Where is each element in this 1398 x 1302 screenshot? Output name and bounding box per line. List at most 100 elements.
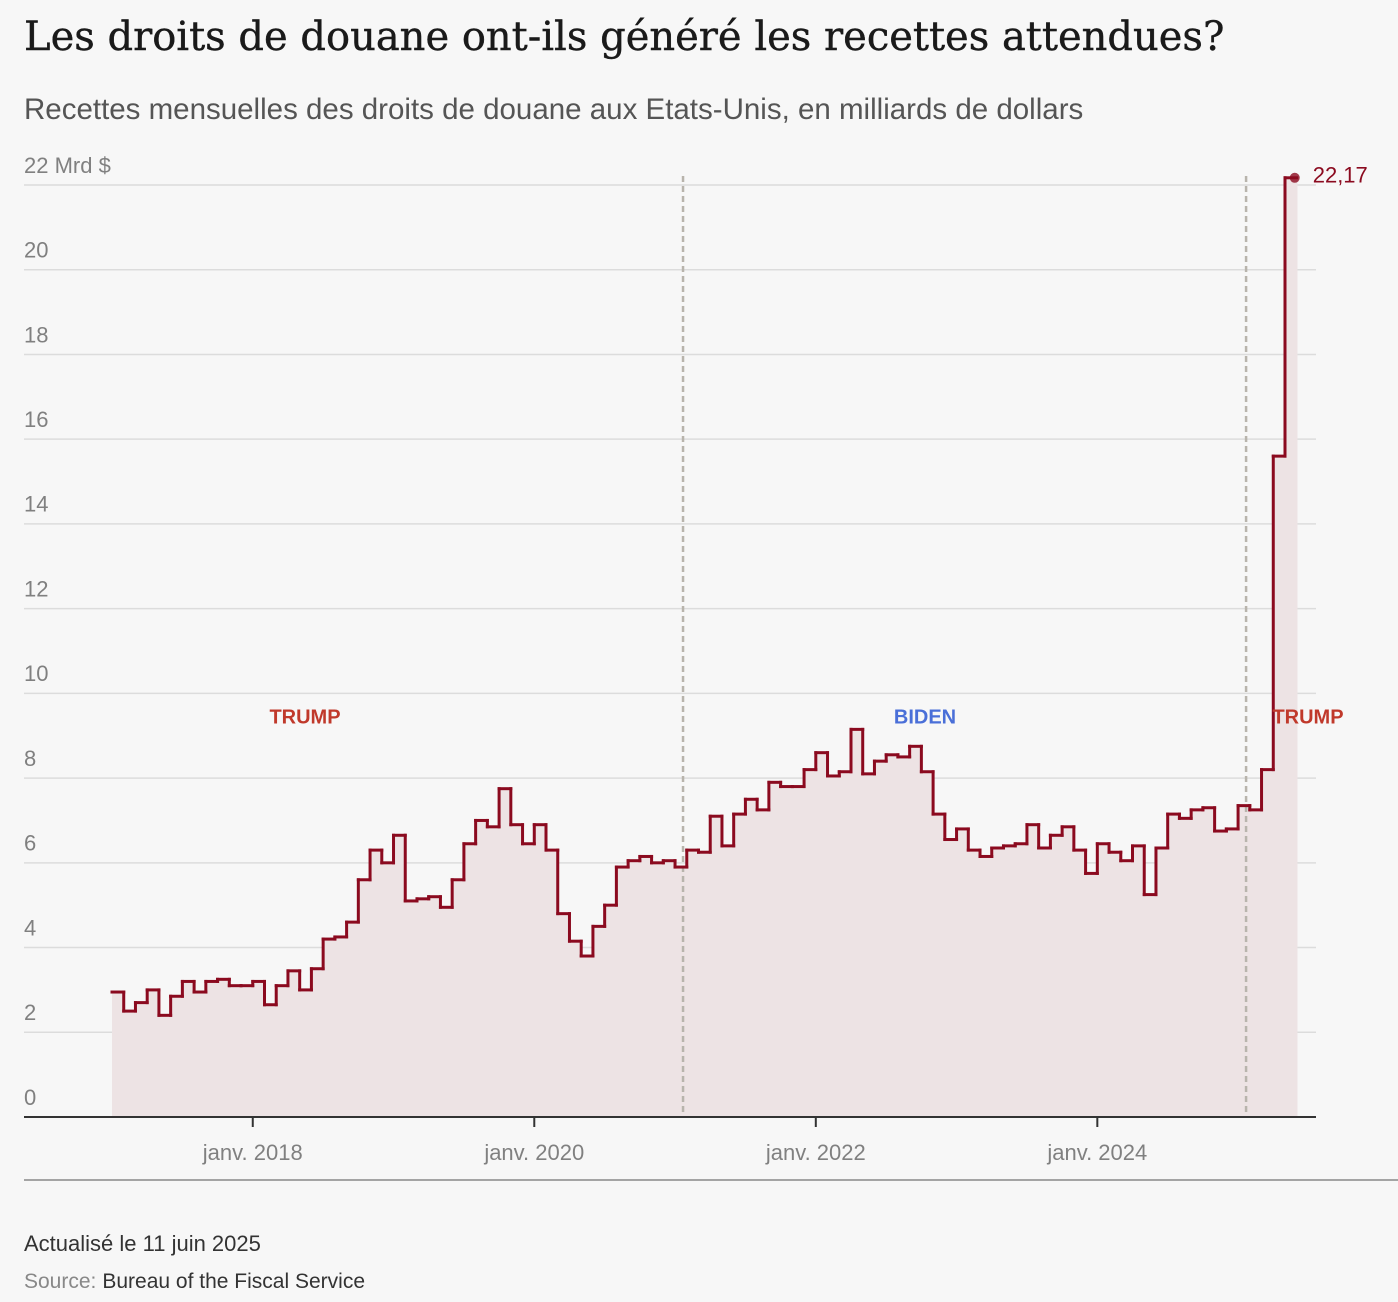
area-segment [475,820,488,1117]
chart-subtitle: Recettes mensuelles des droits de douane… [24,93,1083,126]
area-segment [264,1004,277,1117]
area-segment [639,856,653,1117]
area-segment [604,905,617,1117]
area-segment [557,913,571,1117]
area-segment [780,786,793,1117]
area-segment [1191,809,1204,1117]
area-segment [1038,847,1051,1117]
area-segment [1155,847,1169,1117]
area-segment [933,814,946,1117]
area-segment [346,922,359,1117]
area-segment [381,862,395,1117]
area-segment [1144,894,1157,1117]
area-segment [229,985,242,1117]
area-segment [874,761,887,1117]
source-line: Source: Bureau of the Fiscal Service [24,1270,365,1293]
area-segment [569,941,582,1117]
area-segment [1120,860,1134,1117]
area-segment [546,850,559,1117]
y-tick-label: 22 Mrd $ [24,153,111,178]
area-segment [393,835,406,1117]
area-segment [1050,835,1063,1117]
area-segment [135,1002,148,1117]
area-segment [792,786,805,1117]
area-segment [416,898,430,1117]
area-segment [276,985,289,1117]
y-tick-label: 12 [24,576,48,601]
x-tick-label: janv. 2020 [483,1140,584,1165]
y-tick-label: 18 [24,322,48,347]
area-segment [1109,852,1122,1117]
updated-note: Actualisé le 11 juin 2025 [24,1231,261,1256]
area-segment [510,824,524,1117]
end-point [1289,172,1300,183]
area-segment [675,867,688,1117]
area-segment [252,981,266,1117]
y-tick-label: 6 [24,831,36,856]
y-tick-label: 2 [24,1000,36,1025]
area-segment [991,847,1005,1117]
area-segment [980,856,993,1117]
area-segment [287,970,301,1117]
area-segment [147,989,160,1117]
area-segment [487,826,500,1117]
area-segment [522,843,535,1117]
area-segment [1285,177,1298,1117]
area-segment [334,936,348,1117]
area-segment [944,839,958,1117]
area-segment [686,850,700,1117]
area-segment [1179,818,1192,1117]
y-tick-label: 0 [24,1085,36,1110]
area-segment [850,729,864,1117]
area-segment [839,771,852,1117]
area-segment [1003,845,1016,1117]
area-segment [241,985,254,1117]
source-name: Bureau of the Fiscal Service [102,1270,365,1293]
area-segment [710,816,723,1117]
y-tick-label: 16 [24,407,48,432]
x-tick-label: janv. 2018 [202,1140,303,1165]
area-segment [616,867,629,1117]
area-segment [1073,850,1087,1117]
area-segment [112,992,125,1117]
area-segment [1214,831,1227,1117]
area-segment [651,862,664,1117]
area-segment [170,996,183,1117]
area-segment [499,788,512,1117]
area-segment [1026,824,1040,1117]
area-segment [405,900,418,1117]
area-segment [1085,873,1098,1117]
area-segment [815,752,829,1117]
area-segment [217,979,230,1117]
area-segment [194,992,207,1117]
area-segment [182,981,195,1117]
area-segment [768,782,782,1117]
x-tick-label: janv. 2024 [1046,1140,1147,1165]
area-segment [358,879,371,1117]
area-segment [897,756,911,1117]
area-segment [428,896,442,1117]
area-segment [592,926,606,1117]
area-segment [440,907,453,1117]
area-segment [956,828,969,1117]
area-segment [663,860,676,1117]
area-segment [1226,828,1239,1117]
area-segment [299,989,313,1117]
area-segment [123,1011,137,1117]
area-segment [452,879,465,1117]
area-segment [370,850,383,1117]
area-segment [158,1015,172,1117]
area-segment [862,773,876,1117]
y-tick-label: 4 [24,915,36,940]
area-segment [1097,843,1110,1117]
area-segment [1249,809,1263,1117]
area-segment [323,939,336,1117]
area-segment [757,809,770,1117]
area-segment [1015,843,1028,1117]
area-segment [1062,826,1075,1117]
area-segment [581,956,594,1117]
period-label: TRUMP [1272,706,1343,728]
area-segment [698,852,711,1117]
